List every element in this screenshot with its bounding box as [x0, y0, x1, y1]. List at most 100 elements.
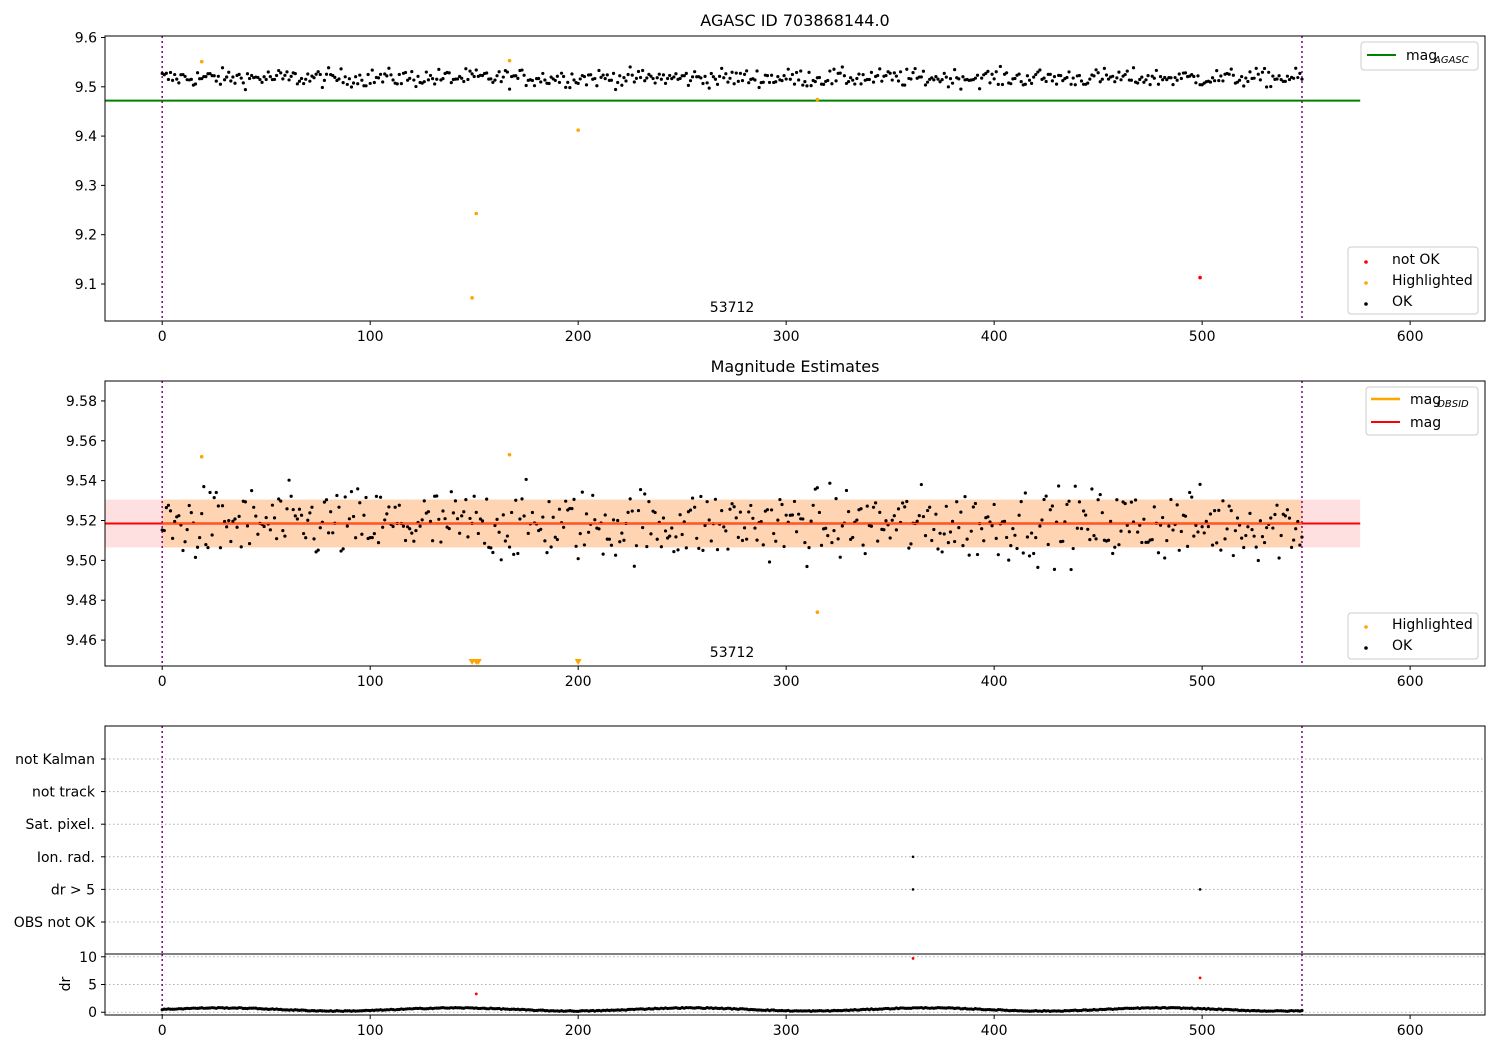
- ok-point: [329, 510, 333, 514]
- obsid-annotation: 53712: [710, 300, 755, 316]
- ok-point: [299, 76, 304, 81]
- ok-point: [1036, 565, 1040, 569]
- ok-point: [256, 75, 260, 80]
- ok-point: [1179, 529, 1183, 534]
- ok-point: [306, 72, 310, 76]
- ok-point: [460, 76, 464, 80]
- ok-point: [786, 67, 790, 71]
- ok-point: [1048, 508, 1052, 512]
- ok-point: [666, 536, 670, 540]
- ok-point: [166, 77, 171, 82]
- ok-point: [996, 82, 1000, 86]
- ok-point: [1267, 70, 1271, 74]
- ok-point: [953, 539, 957, 544]
- not-ok-point: [911, 957, 915, 960]
- ok-point: [195, 71, 200, 75]
- ok-point: [1262, 540, 1267, 545]
- ok-point: [1185, 544, 1190, 548]
- ok-point: [969, 529, 973, 533]
- ok-point: [566, 80, 570, 85]
- ok-point: [462, 79, 466, 84]
- ok-point: [168, 70, 173, 75]
- ok-point: [258, 77, 262, 82]
- ok-point: [803, 540, 807, 545]
- ok-point: [183, 74, 187, 79]
- ok-point: [474, 68, 478, 72]
- x-axis-tick-label: 500: [1189, 329, 1216, 345]
- ok-point: [337, 505, 341, 509]
- ok-point: [890, 518, 894, 522]
- ok-point: [1092, 74, 1096, 78]
- ok-point: [376, 541, 381, 545]
- ok-point: [722, 525, 726, 529]
- ok-point: [1275, 503, 1279, 507]
- ok-point: [601, 552, 605, 556]
- ok-point: [965, 537, 969, 541]
- ok-point: [1188, 490, 1192, 495]
- ok-point: [1111, 74, 1115, 78]
- y-axis-tick-label: 9.50: [66, 553, 97, 569]
- ok-point: [647, 72, 651, 76]
- ok-point: [302, 531, 306, 536]
- flag-label: Ion. rad.: [37, 850, 95, 866]
- highlighted-point: [576, 128, 580, 132]
- ok-point: [314, 550, 318, 554]
- ok-point: [730, 502, 734, 506]
- ok-point: [297, 507, 302, 511]
- ok-point: [337, 77, 341, 81]
- ok-point: [1046, 542, 1050, 547]
- ok-point: [782, 74, 786, 78]
- ok-point: [1215, 69, 1219, 73]
- ok-point: [734, 516, 738, 520]
- ok-point: [212, 74, 216, 78]
- ok-point: [193, 82, 198, 86]
- ok-point: [539, 527, 543, 531]
- ok-point: [493, 78, 497, 82]
- ok-point: [930, 76, 934, 80]
- ok-point: [368, 81, 372, 86]
- ok-point: [934, 74, 938, 79]
- ok-point: [701, 548, 705, 553]
- ok-point: [358, 501, 362, 505]
- ok-point: [1163, 75, 1167, 80]
- ok-point: [653, 510, 657, 515]
- ok-point: [676, 548, 680, 552]
- ok-point: [289, 74, 293, 78]
- ok-point: [553, 535, 557, 539]
- ok-point: [339, 549, 343, 553]
- ok-point: [254, 514, 258, 518]
- ok-point: [846, 80, 851, 84]
- ok-point: [225, 75, 229, 79]
- ok-point: [701, 81, 705, 86]
- ok-point: [917, 514, 921, 518]
- ok-point: [341, 547, 345, 551]
- ok-point: [206, 546, 210, 550]
- ok-point: [1258, 78, 1262, 82]
- ok-point: [622, 76, 626, 80]
- chart-title: AGASC ID 703868144.0: [700, 11, 889, 30]
- ok-point: [724, 72, 728, 76]
- ok-point: [913, 66, 917, 71]
- ok-point: [304, 77, 308, 81]
- ok-point: [840, 65, 844, 69]
- ok-point: [416, 74, 420, 78]
- legend-marker: [1364, 625, 1368, 629]
- ok-point: [1011, 526, 1015, 531]
- ok-point: [173, 72, 177, 77]
- ok-point: [227, 70, 231, 74]
- not-ok-point: [1198, 275, 1202, 280]
- ok-point: [449, 81, 453, 85]
- ok-point: [507, 545, 512, 549]
- ok-point: [1142, 517, 1146, 521]
- ok-point: [867, 77, 871, 82]
- ok-point: [724, 529, 728, 533]
- ok-point: [310, 505, 314, 509]
- highlighted-point: [199, 454, 204, 459]
- ok-point: [1023, 491, 1027, 495]
- ok-point: [986, 515, 990, 519]
- legend-label: OK: [1392, 638, 1413, 654]
- ok-point: [757, 85, 761, 90]
- ok-point: [782, 544, 786, 549]
- y-axis-tick-label: 9.5: [75, 80, 97, 96]
- ok-point: [1202, 531, 1206, 535]
